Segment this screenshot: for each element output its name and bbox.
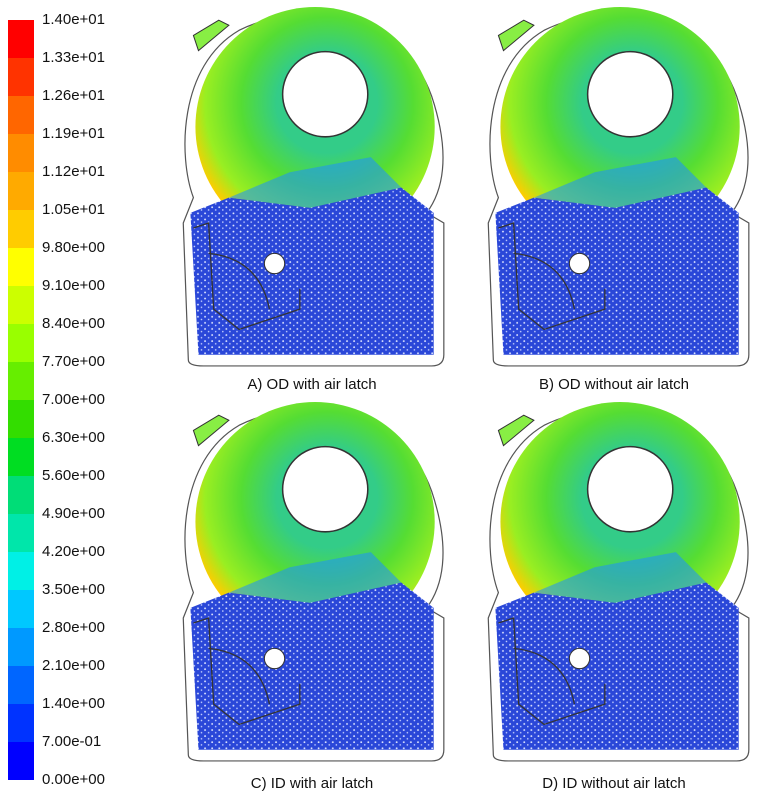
colorbar-label: 3.50e+00 (42, 581, 105, 598)
colorbar-step (8, 134, 34, 172)
colorbar-step (8, 400, 34, 438)
colorbar-label: 8.40e+00 (42, 315, 105, 332)
colorbar-step (8, 96, 34, 134)
colorbar-step (8, 20, 34, 58)
colorbar-step (8, 172, 34, 210)
colorbar-step (8, 286, 34, 324)
colorbar-label: 1.33e+01 (42, 49, 105, 66)
colorbar-step (8, 438, 34, 476)
colorbar-label: 0.00e+00 (42, 771, 105, 788)
colorbar-step (8, 628, 34, 666)
colorbar-label: 7.00e-01 (42, 733, 101, 750)
colorbar-label: 1.19e+01 (42, 125, 105, 142)
colorbar-label: 1.12e+01 (42, 163, 105, 180)
colorbar-label: 1.05e+01 (42, 201, 105, 218)
colorbar-step (8, 476, 34, 514)
colorbar-step (8, 210, 34, 248)
colorbar-label: 1.40e+01 (42, 11, 105, 28)
colorbar-label: 4.90e+00 (42, 505, 105, 522)
contour-panel (488, 7, 749, 366)
colorbar-label: 1.26e+01 (42, 87, 105, 104)
colorbar-label: 4.20e+00 (42, 543, 105, 560)
colorbar-step (8, 324, 34, 362)
colorbar-step (8, 666, 34, 704)
colorbar-step (8, 248, 34, 286)
colorbar-step (8, 742, 34, 780)
figure: 1.40e+01 1.33e+01 1.26e+01 1.19e+01 1.12e+01… (0, 0, 770, 800)
contour-panel (183, 402, 444, 761)
colorbar-step (8, 704, 34, 742)
panel-caption: D) ID without air latch (542, 775, 685, 792)
contour-panel (183, 7, 444, 366)
colorbar-label: 9.10e+00 (42, 277, 105, 294)
colorbar-step (8, 552, 34, 590)
contour-panel (488, 402, 749, 761)
colorbar-label: 2.80e+00 (42, 619, 105, 636)
colorbar-labels: 1.40e+01 1.33e+01 1.26e+01 1.19e+01 1.12e+01… (42, 11, 105, 788)
panel-caption: A) OD with air latch (247, 376, 376, 393)
colorbar-step (8, 58, 34, 96)
colorbar-label: 2.10e+00 (42, 657, 105, 674)
colorbar-step (8, 514, 34, 552)
colorbar-label: 1.40e+00 (42, 695, 105, 712)
colorbar-step (8, 362, 34, 400)
colorbar-label: 7.00e+00 (42, 391, 105, 408)
colorbar-step (8, 590, 34, 628)
colorbar (8, 20, 34, 780)
colorbar-label: 7.70e+00 (42, 353, 105, 370)
panel-caption: B) OD without air latch (539, 376, 689, 393)
panel-caption: C) ID with air latch (251, 775, 374, 792)
colorbar-label: 6.30e+00 (42, 429, 105, 446)
colorbar-label: 9.80e+00 (42, 239, 105, 256)
colorbar-label: 5.60e+00 (42, 467, 105, 484)
